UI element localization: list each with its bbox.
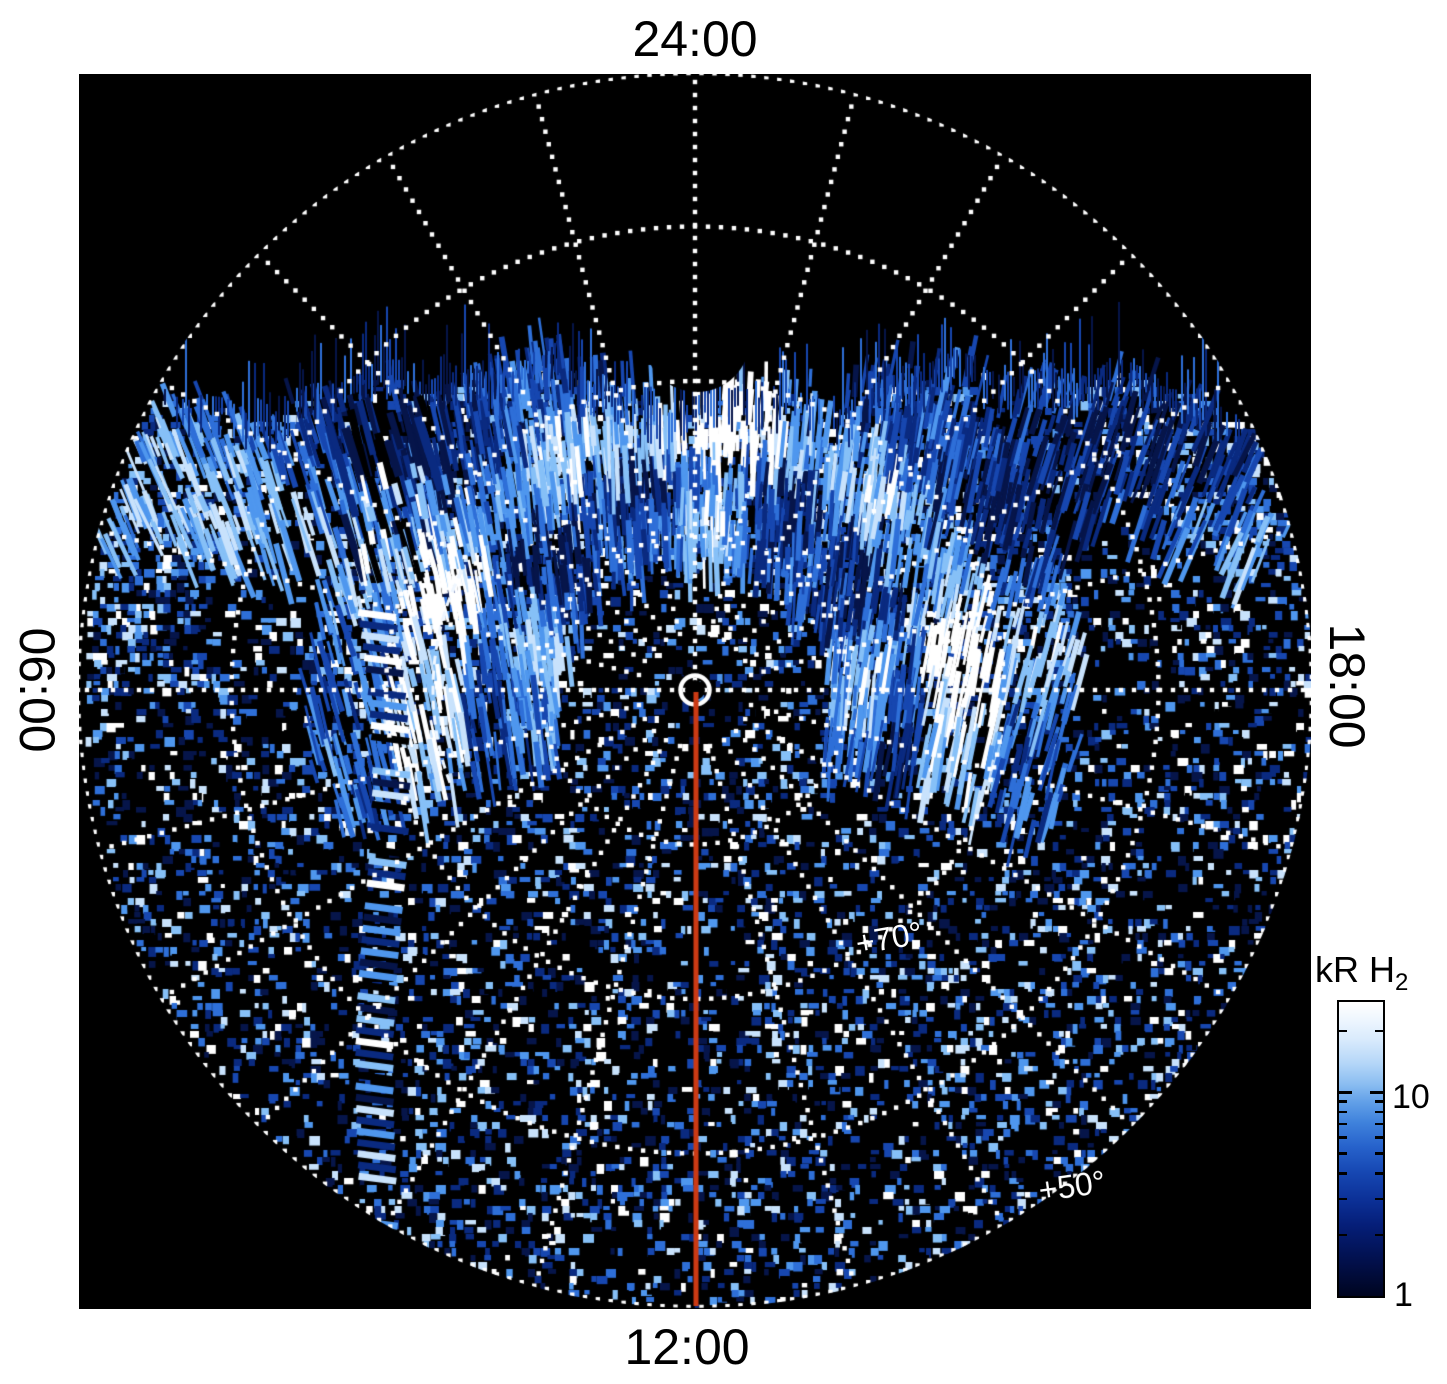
colorbar-title-subscript: 2 bbox=[1395, 969, 1409, 997]
hour-label-18: 18:00 bbox=[1319, 623, 1375, 749]
colorbar-tick bbox=[1339, 1091, 1352, 1094]
polar-plot-canvas bbox=[79, 74, 1311, 1309]
colorbar-tick bbox=[1375, 1233, 1383, 1237]
colorbar-tick bbox=[1339, 1122, 1347, 1126]
hour-label-06: 06:00 bbox=[9, 627, 65, 753]
colorbar-tick bbox=[1375, 1172, 1383, 1175]
colorbar-tick bbox=[1339, 1152, 1347, 1155]
colorbar-tick bbox=[1375, 1122, 1383, 1126]
colorbar-tick bbox=[1339, 1197, 1347, 1201]
colorbar-tick bbox=[1339, 1233, 1347, 1237]
colorbar-tick bbox=[1339, 1110, 1347, 1114]
plot-area bbox=[79, 74, 1311, 1309]
latitude-label-50: +50° bbox=[1036, 1163, 1108, 1209]
colorbar-tick bbox=[1375, 1136, 1383, 1139]
hour-label-24: 24:00 bbox=[632, 11, 758, 67]
colorbar-tick bbox=[1339, 1100, 1347, 1103]
colorbar-tick bbox=[1375, 1100, 1383, 1103]
colorbar-bar bbox=[1337, 1000, 1385, 1298]
colorbar-tick bbox=[1375, 1029, 1383, 1033]
colorbar-title-main: kR H bbox=[1315, 949, 1395, 990]
colorbar-tick bbox=[1375, 1197, 1383, 1201]
colorbar-tick bbox=[1339, 1172, 1347, 1175]
colorbar-tick bbox=[1375, 1152, 1383, 1155]
colorbar-title: kR H2 bbox=[1315, 952, 1408, 995]
colorbar-tick bbox=[1339, 1029, 1347, 1033]
hour-label-12: 12:00 bbox=[624, 1319, 750, 1375]
colorbar-tick bbox=[1370, 1091, 1383, 1094]
colorbar-tick-label-10: 10 bbox=[1392, 1078, 1430, 1116]
colorbar-tick bbox=[1375, 1110, 1383, 1114]
colorbar-tick bbox=[1339, 1136, 1347, 1139]
colorbar-tick-label-1: 1 bbox=[1394, 1276, 1413, 1314]
